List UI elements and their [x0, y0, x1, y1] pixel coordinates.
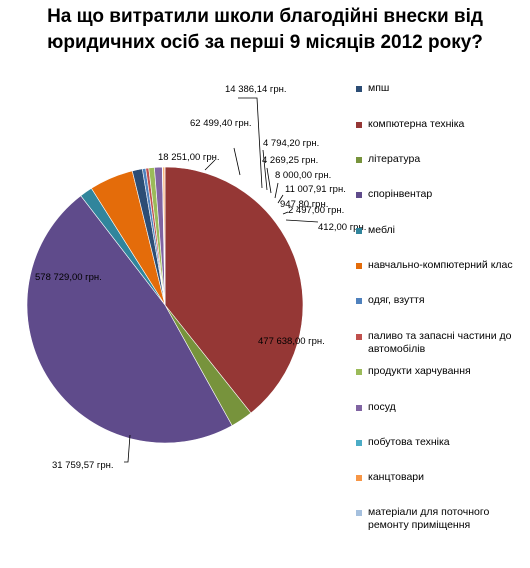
legend-label-2: література	[368, 153, 421, 165]
data-label-4: 18 251,00 грн.	[158, 152, 220, 163]
data-label-7: 4 269,25 грн.	[262, 155, 318, 166]
legend-label-11: канцтовари	[368, 471, 425, 483]
data-label-9: 11 007,91 грн.	[285, 184, 346, 195]
legend-label-6: одяг, взуття	[368, 294, 425, 306]
legend-swatch-3	[356, 192, 362, 198]
legend-swatch-8	[356, 369, 362, 375]
data-label-8: 8 000,00 грн.	[275, 170, 331, 181]
leader-line-2	[124, 434, 131, 463]
data-label-11: 2 497,00 грн.	[288, 205, 344, 216]
legend-swatch-4	[356, 228, 362, 234]
data-label-3: 578 729,00 грн.	[35, 272, 102, 283]
legend-label-8: продукти харчування	[368, 365, 471, 377]
legend-swatch-7	[356, 334, 362, 340]
legend-swatch-5	[356, 263, 362, 269]
legend-label-5: навчально-компютерний клас	[368, 259, 513, 271]
leader-line-11	[282, 211, 289, 215]
data-label-12: 412,00 грн.	[318, 222, 366, 233]
pie-slice-1	[164, 166, 304, 414]
legend-label-12: матеріали для поточного ремонту приміщен…	[368, 506, 490, 531]
data-label-1: 477 638,00 грн.	[258, 336, 325, 347]
legend-label-1: компютерна техніка	[368, 118, 465, 130]
legend-swatch-9	[356, 405, 362, 411]
data-label-10: 947,80 грн.	[280, 199, 328, 210]
legend-label-0: мпш	[368, 82, 390, 94]
data-label-0: 14 386,14 грн.	[225, 84, 287, 95]
legend-swatch-6	[356, 298, 362, 304]
legend-swatch-11	[356, 475, 362, 481]
legend-label-10: побутова техніка	[368, 436, 450, 448]
chart-title: На що витратили школи благодійні внески …	[47, 6, 483, 53]
legend-swatch-1	[356, 122, 362, 128]
leader-line-0	[238, 97, 263, 189]
data-label-5: 62 499,40 грн.	[190, 118, 252, 129]
legend-label-3: спорінвентар	[368, 188, 433, 200]
leader-line-9	[277, 194, 284, 204]
leader-line-5	[233, 147, 241, 176]
legend-swatch-0	[356, 86, 362, 92]
data-label-6: 4 794,20 грн.	[263, 138, 319, 149]
leader-line-4	[204, 159, 216, 171]
data-label-2: 31 759,57 грн.	[52, 460, 114, 471]
leader-line-8	[274, 182, 279, 199]
legend-label-9: посуд	[368, 401, 396, 413]
leader-line-12	[285, 219, 319, 223]
legend-swatch-2	[356, 157, 362, 163]
legend-label-7: паливо та запасні частини до автомобілів	[368, 330, 512, 355]
legend-swatch-12	[356, 510, 362, 516]
leader-line-6	[262, 149, 268, 191]
leader-line-7	[266, 167, 272, 194]
legend-swatch-10	[356, 440, 362, 446]
legend-label-4: меблі	[368, 224, 395, 236]
pie-slice-3	[26, 195, 233, 444]
